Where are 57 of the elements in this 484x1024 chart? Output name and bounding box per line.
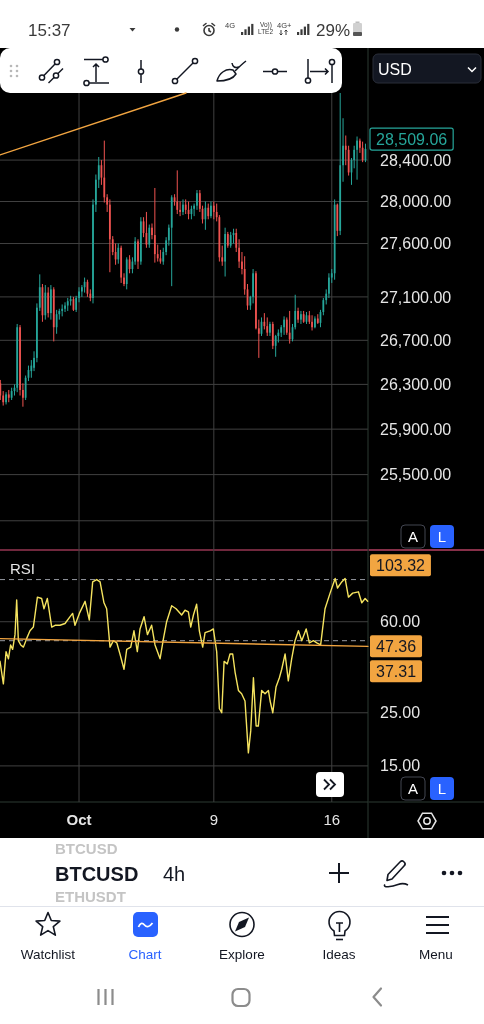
text: BTCUSD <box>55 840 118 857</box>
text: Explore <box>219 947 265 962</box>
text: RSI <box>10 560 36 577</box>
candlestick <box>269 321 271 337</box>
y-tick-label: 28,000.00 <box>380 193 452 211</box>
candlestick <box>5 391 7 405</box>
text: A <box>407 779 419 797</box>
text: L <box>437 527 447 545</box>
text: 4h <box>163 863 186 885</box>
x-tick-label: Oct <box>66 811 92 829</box>
text: Watchlist <box>20 947 76 962</box>
candlestick <box>182 198 184 216</box>
candlestick <box>153 187 156 264</box>
x-tick-label: 9 <box>209 811 218 829</box>
candlestick <box>356 136 358 181</box>
text: 29% <box>316 21 351 40</box>
candlestick <box>297 307 299 324</box>
x-tick-label: 16 <box>323 811 341 829</box>
candlestick <box>283 315 285 336</box>
y-tick-label: 25,900.00 <box>380 420 452 438</box>
candlestick <box>311 314 313 331</box>
candlestick <box>137 238 139 270</box>
text: Chart <box>128 947 162 962</box>
candlestick <box>266 316 269 337</box>
text: 37.31 <box>376 662 417 680</box>
y-tick-label: 27,100.00 <box>380 288 452 306</box>
candlestick <box>210 201 212 219</box>
y-tick-label: 25,500.00 <box>380 466 452 484</box>
candlestick <box>103 140 106 204</box>
y-tick-label: 60.00 <box>380 613 421 631</box>
text: USD <box>378 60 412 78</box>
text: 28,509.06 <box>376 130 448 148</box>
line-series <box>0 577 369 754</box>
y-tick-label: 26,300.00 <box>380 376 452 393</box>
candlestick <box>139 216 142 266</box>
text: Ideas <box>322 947 356 962</box>
candlestick <box>314 315 316 329</box>
text: 103.32 <box>376 556 426 574</box>
text: BTCUSD <box>55 863 139 885</box>
text: 15:37 <box>28 21 71 40</box>
y-tick-label: 26,700.00 <box>380 331 452 349</box>
text: ETHUSDT <box>55 888 126 905</box>
y-tick-label: 27,600.00 <box>380 235 452 253</box>
text: 47.36 <box>376 637 417 655</box>
candlestick <box>64 301 66 313</box>
candlestick <box>224 227 226 277</box>
candlestick <box>347 145 350 177</box>
candlestick <box>50 284 52 321</box>
candlestick <box>300 310 302 325</box>
y-tick-label: 28,400.00 <box>380 151 452 169</box>
y-tick-label: 15.00 <box>380 757 421 775</box>
y-tick-label: 25.00 <box>380 704 421 722</box>
text: Menu <box>419 947 453 962</box>
candlestick <box>47 286 50 318</box>
candlestick <box>44 284 47 321</box>
text: L <box>437 779 447 797</box>
text: A <box>407 527 419 545</box>
